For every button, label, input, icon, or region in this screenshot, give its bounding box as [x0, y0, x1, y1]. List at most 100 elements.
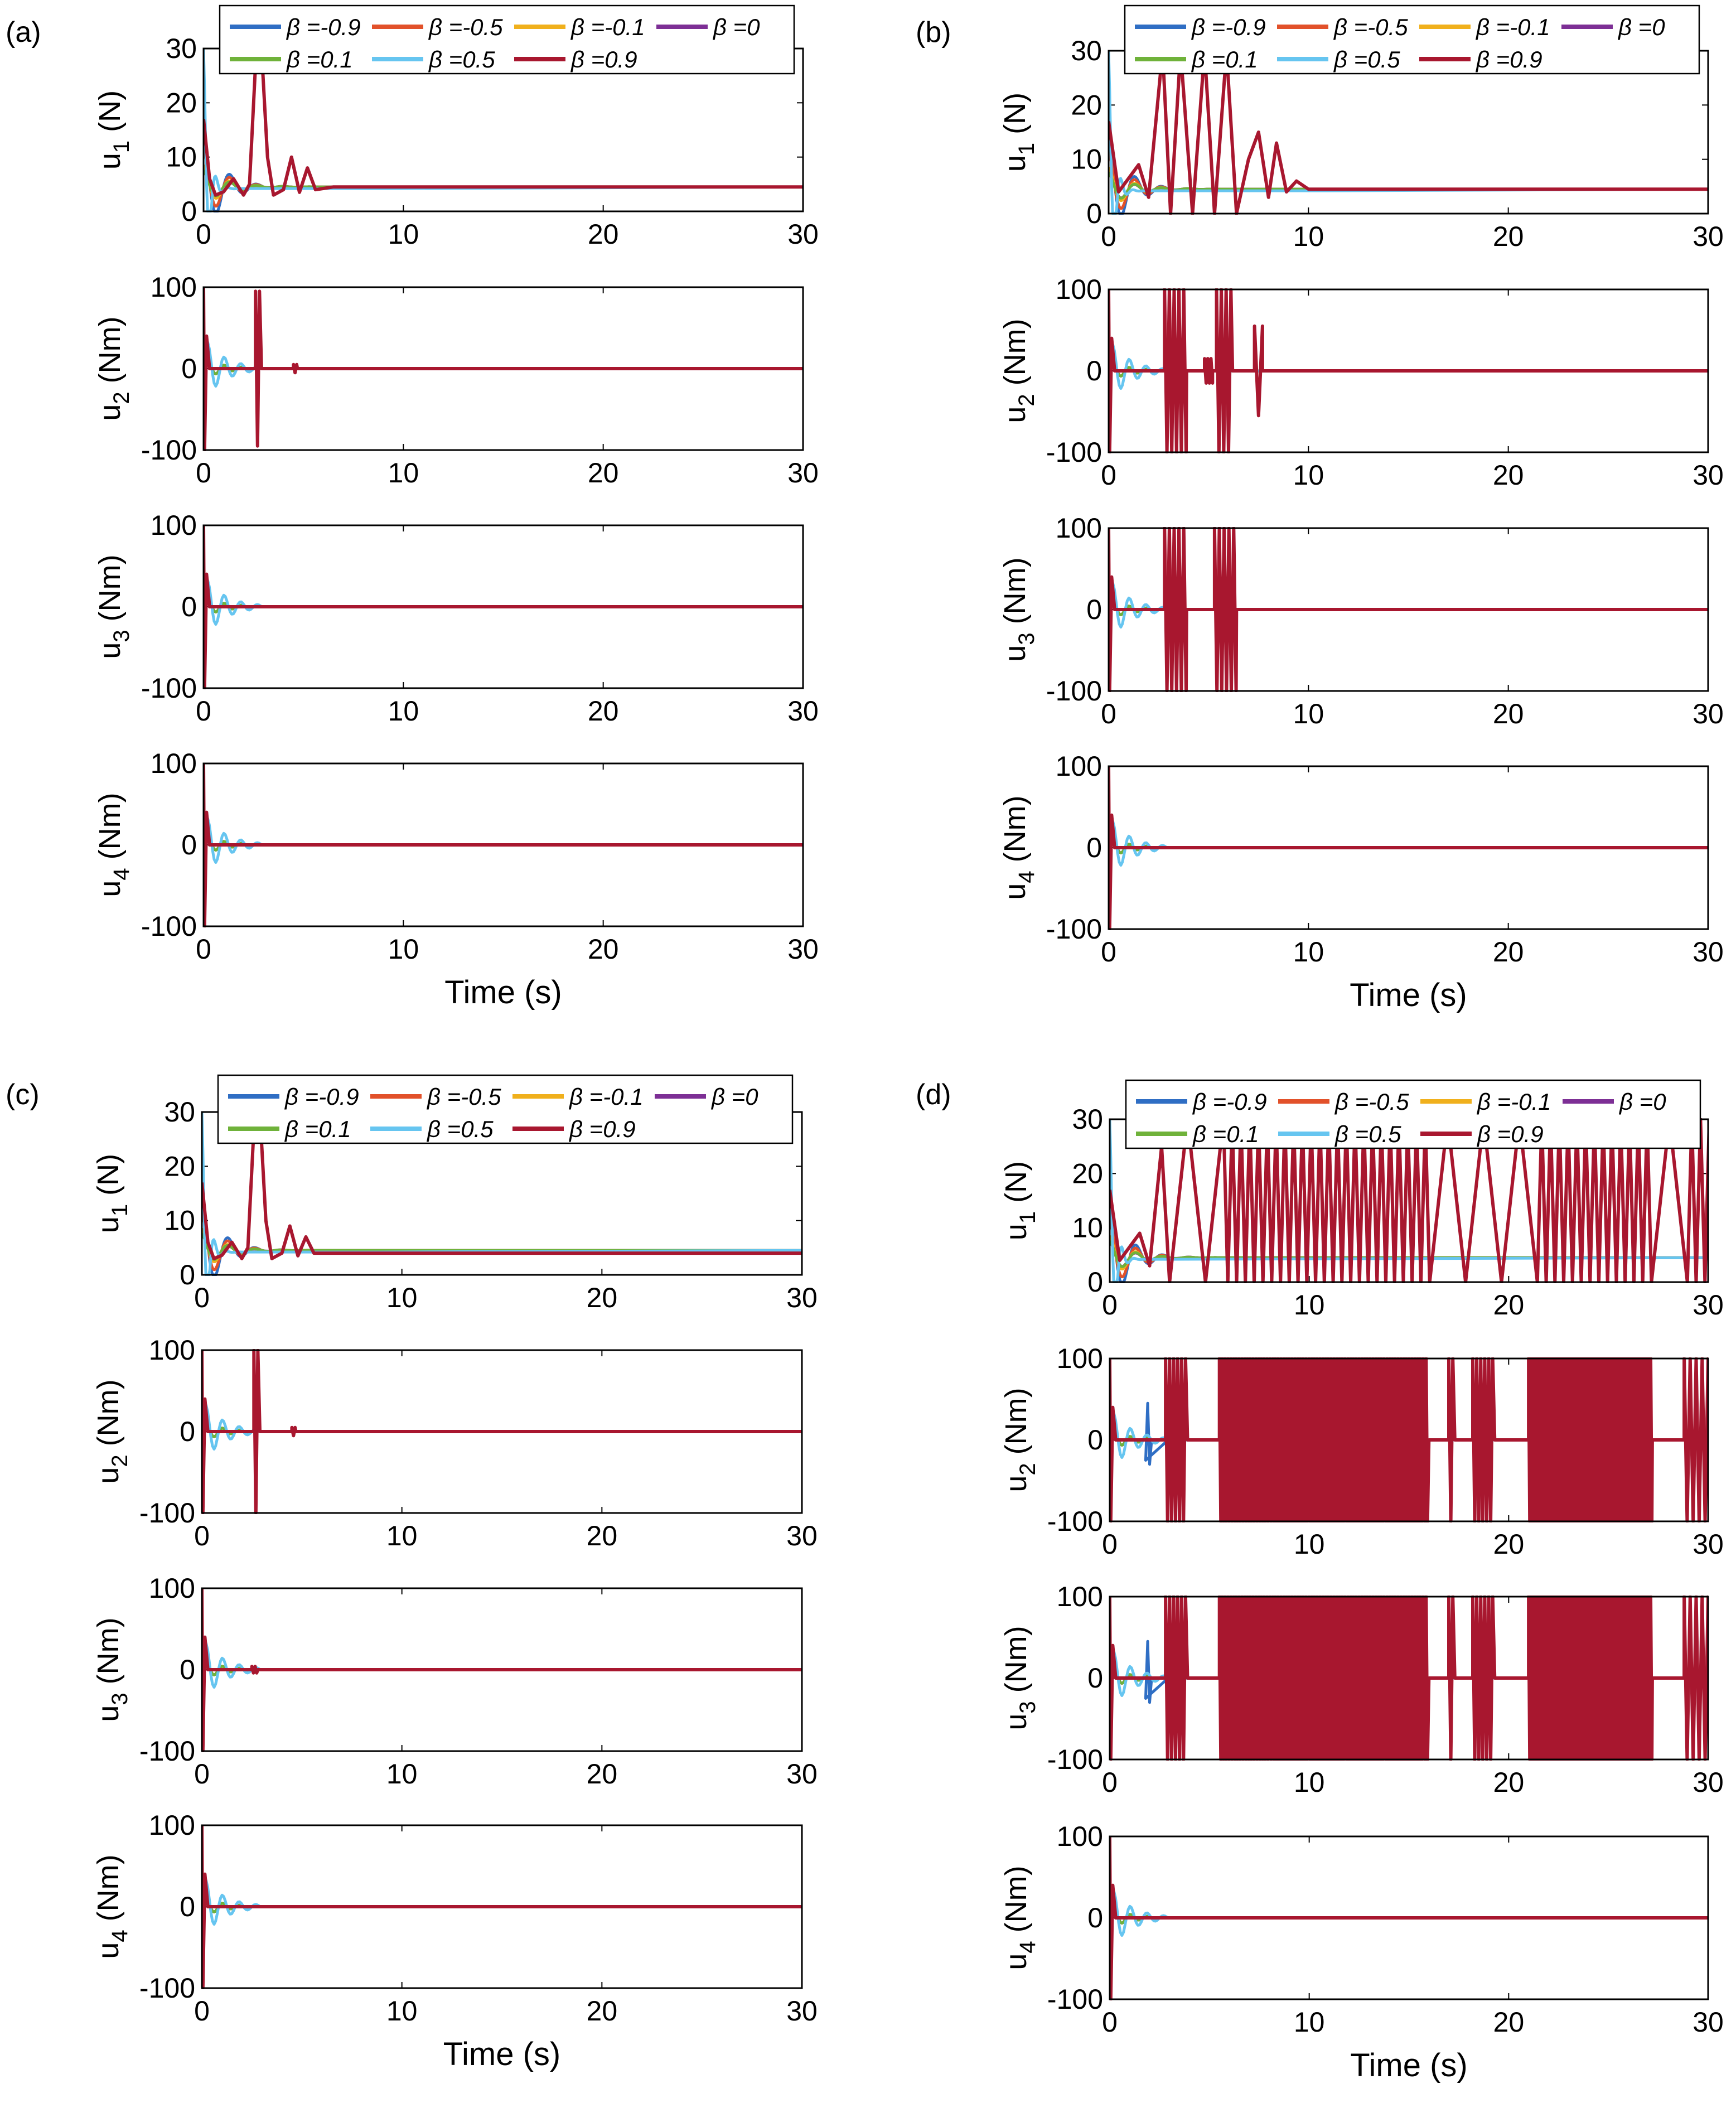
legend-label: β =0.1: [286, 46, 353, 72]
legend-label: β =0.9: [1475, 46, 1542, 72]
x-tick-label: 20: [1493, 698, 1524, 729]
x-tick-label: 0: [196, 934, 211, 965]
x-tick-label: 10: [388, 934, 419, 965]
y-tick-label: -100: [1046, 913, 1102, 945]
axes-box: [1108, 288, 1709, 453]
y-tick-label: -100: [1046, 437, 1102, 468]
y-axis-label: u1 (N): [998, 93, 1039, 172]
x-tick-label: 0: [1102, 1529, 1118, 1560]
series-line-beta-0.5: [1109, 343, 1708, 390]
x-tick-label: 30: [787, 219, 819, 250]
x-tick-label: 30: [787, 457, 819, 489]
x-tick-label: 30: [786, 1282, 818, 1313]
y-tick-label: 30: [1071, 35, 1102, 66]
y-tick-label: 0: [180, 1891, 195, 1922]
x-tick-label: 10: [1293, 698, 1324, 729]
legend-label: β =0.1: [284, 1116, 351, 1142]
y-tick-label: 0: [180, 1654, 195, 1685]
x-tick-label: 10: [1294, 1767, 1325, 1798]
series-line-beta-0.5: [204, 817, 803, 864]
y-tick-label: -100: [139, 1735, 195, 1767]
series-group: [1109, 50, 1708, 215]
series-group: [1110, 1357, 1708, 1522]
y-tick-label: 100: [149, 1573, 195, 1604]
series-group: [202, 1825, 802, 1989]
axes-box: [201, 1824, 803, 1989]
x-tick-label: 20: [1493, 1529, 1525, 1560]
x-tick-label: 10: [1294, 1289, 1325, 1321]
legend: β =-0.9 β =-0.5 β =-0.1 β =0 β =0.1 β =0.5 β =…: [217, 1074, 794, 1144]
series-group: [1109, 527, 1708, 692]
y-axis-label: u2 (Nm): [93, 316, 134, 420]
x-tick-label: 20: [587, 1995, 618, 2027]
x-tick-label: 10: [1293, 460, 1324, 491]
legend-label: β =0: [1617, 14, 1665, 40]
series-group: [1110, 1596, 1708, 1761]
y-tick-label: 20: [1071, 89, 1102, 120]
x-tick-label: 0: [194, 1758, 210, 1790]
y-axis-label: u1 (N): [93, 90, 134, 170]
legend-box: [217, 1074, 794, 1144]
y-tick-label: 0: [180, 1259, 195, 1290]
x-tick-label: 0: [194, 1995, 210, 2027]
y-tick-label: 30: [166, 33, 197, 64]
series-line-beta-0.9: [1109, 766, 1708, 930]
x-tick-label: 30: [786, 1995, 818, 2027]
series-group: [1110, 1836, 1708, 2000]
axes-box: [1109, 1596, 1709, 1761]
x-tick-label: 10: [1293, 221, 1324, 252]
x-axis-label: Time (s): [443, 2036, 560, 2072]
y-tick-label: 0: [1087, 1424, 1103, 1456]
legend: β =-0.9 β =-0.5 β =-0.1 β =0 β =0.1 β =0.5 β =…: [1125, 1079, 1701, 1149]
legend-label: β =0: [710, 1084, 758, 1110]
x-tick-label: 20: [1493, 460, 1524, 491]
axes-box: [1108, 765, 1709, 930]
axes-u1: 0 10 20 30 0 10 20 30 u1 (N): [998, 35, 1724, 252]
legend-label: β =0.1: [1191, 46, 1258, 72]
series-line-beta-0.5: [1110, 1890, 1708, 1937]
x-tick-label: 30: [1693, 460, 1724, 491]
x-tick-label: 20: [1493, 1767, 1525, 1798]
x-tick-label: 20: [1493, 2007, 1525, 2038]
series-line-beta-0.5: [1109, 582, 1708, 629]
x-tick-label: 10: [386, 1282, 418, 1313]
legend: β =-0.9 β =-0.5 β =-0.1 β =0 β =0.1 β =0.5 β =…: [219, 4, 795, 75]
y-tick-label: -100: [141, 434, 197, 466]
x-tick-label: 30: [1693, 1529, 1724, 1560]
y-tick-label: 0: [1087, 1662, 1103, 1694]
x-tick-label: 10: [388, 457, 419, 489]
x-axis-label: Time (s): [444, 974, 562, 1011]
legend-label: β =-0.1: [568, 1084, 644, 1110]
legend-label: β =-0.5: [428, 14, 503, 40]
legend-label: β =-0.1: [1475, 14, 1550, 40]
series-line-beta--0.5: [1109, 151, 1708, 210]
x-tick-label: 0: [1102, 1289, 1118, 1321]
x-axis-label: Time (s): [1350, 977, 1467, 1013]
y-tick-label: 0: [1086, 355, 1102, 386]
y-tick-label: 100: [151, 510, 197, 541]
y-tick-label: 0: [1087, 1902, 1103, 1933]
series-group: [202, 1349, 802, 1514]
y-tick-label: 100: [1056, 513, 1102, 544]
y-tick-label: 0: [181, 829, 197, 860]
y-tick-label: -100: [1047, 1744, 1103, 1775]
x-tick-label: 10: [1294, 1529, 1325, 1560]
x-tick-label: 0: [194, 1282, 210, 1313]
legend-label: β =0.1: [1192, 1121, 1259, 1147]
legend-box: [1124, 4, 1700, 75]
x-tick-label: 10: [386, 1520, 418, 1551]
x-tick-label: 30: [787, 934, 819, 965]
y-tick-label: 0: [180, 1416, 195, 1447]
y-tick-label: 10: [1072, 1212, 1103, 1244]
series-group: [202, 1588, 802, 1752]
